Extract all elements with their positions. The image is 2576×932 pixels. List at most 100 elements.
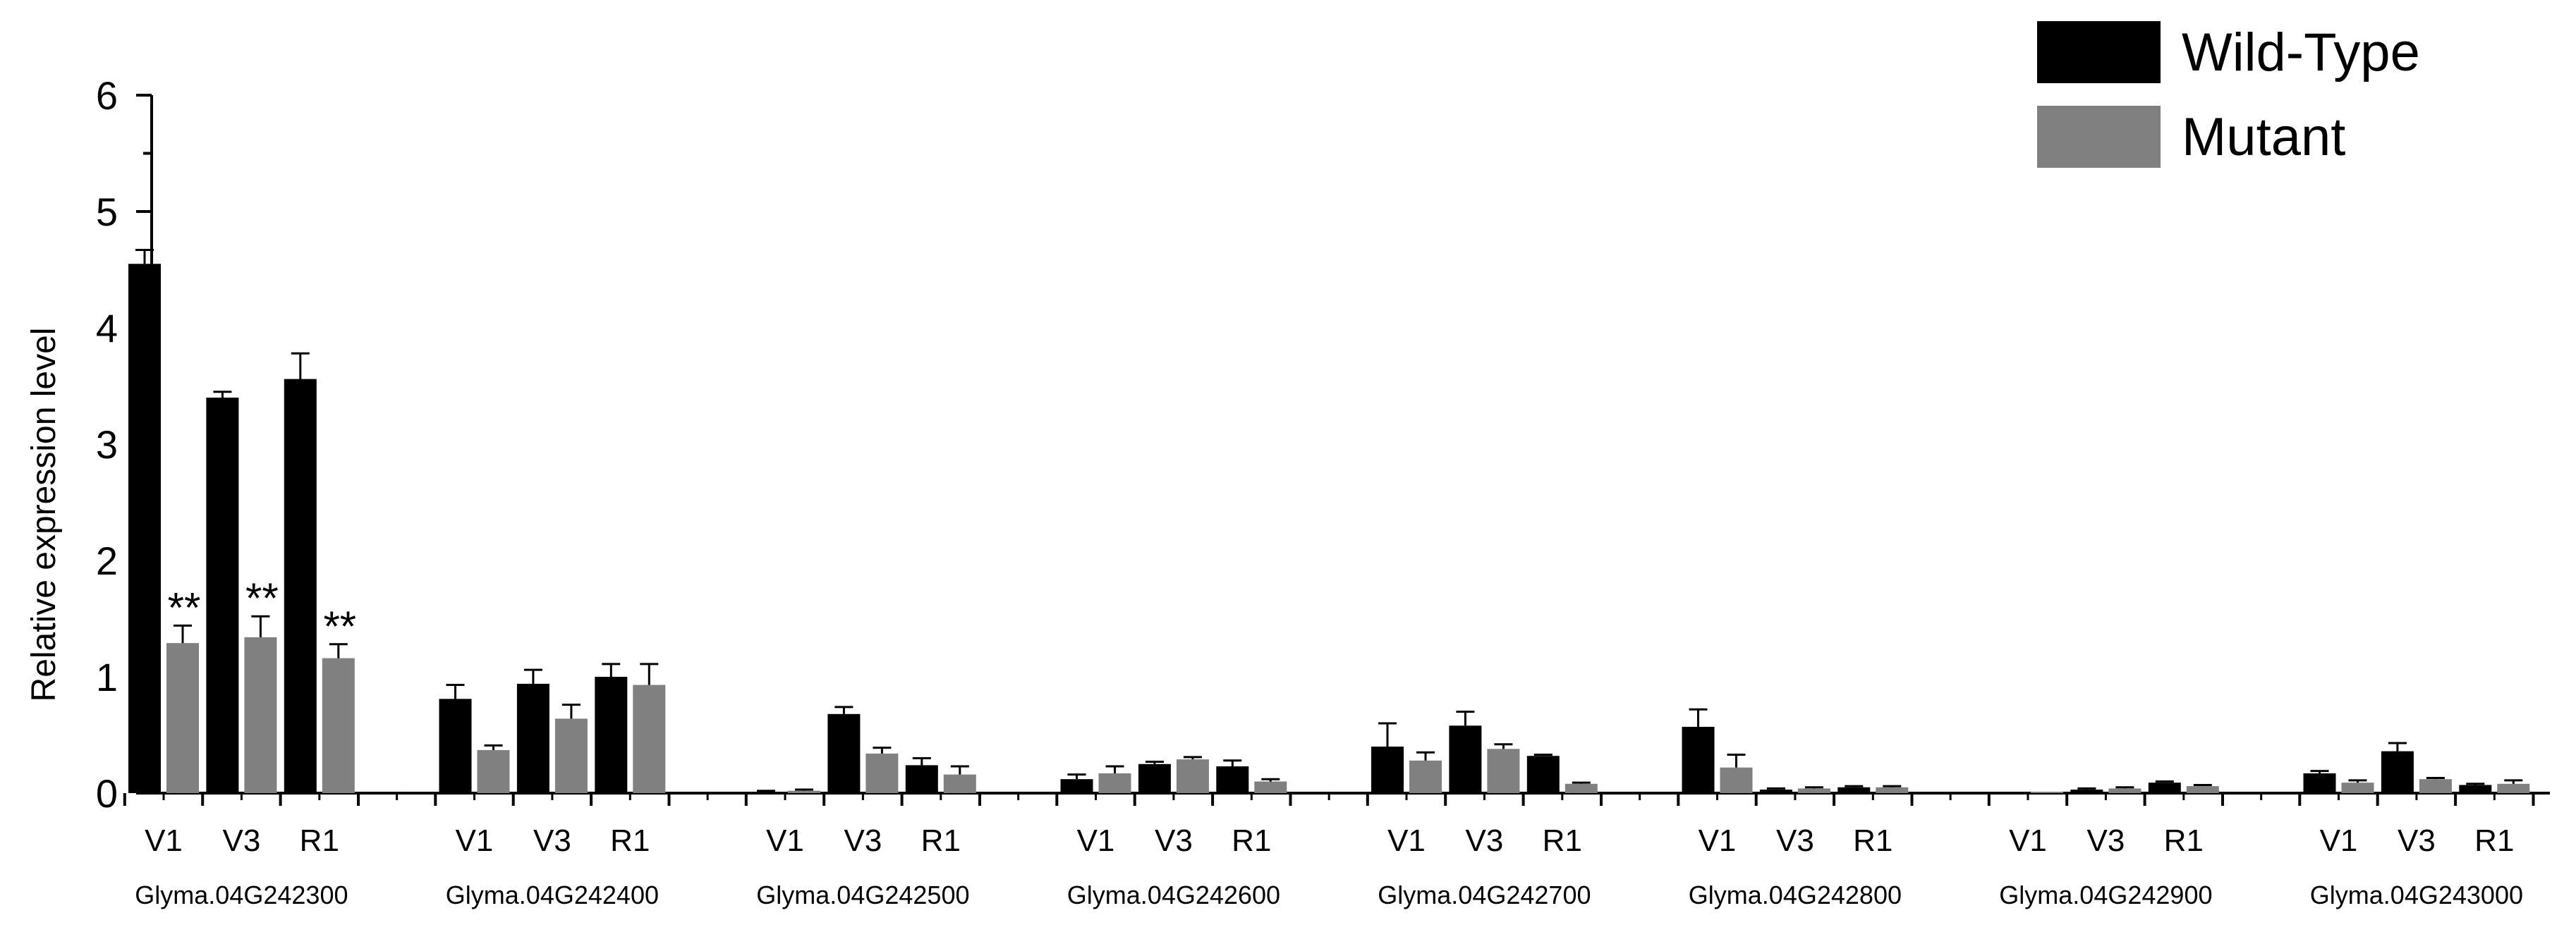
bar-mutant bbox=[2419, 779, 2452, 793]
stage-label: V1 bbox=[1699, 823, 1737, 858]
bar-wild-type bbox=[1759, 790, 1792, 793]
stage-label: V1 bbox=[2009, 823, 2047, 858]
stage-label: R1 bbox=[2164, 823, 2204, 858]
significance-marker: ** bbox=[245, 575, 279, 622]
bar-wild-type bbox=[827, 713, 861, 793]
bar-mutant bbox=[1876, 787, 1909, 793]
stage-label: V3 bbox=[1465, 823, 1503, 858]
y-tick-label: 4 bbox=[96, 306, 118, 350]
bar-mutant bbox=[943, 774, 976, 793]
category-labels: V1 V3 R1 Glyma.04G242300 V1 V3 R1 Glyma.04G2424… bbox=[135, 823, 2523, 909]
y-tick-label: 3 bbox=[96, 422, 118, 467]
bar-mutant bbox=[788, 790, 820, 793]
stage-label: V3 bbox=[844, 823, 882, 858]
bar-wild-type bbox=[1682, 726, 1715, 793]
gene-label: Glyma.04G242500 bbox=[756, 881, 969, 909]
stage-label: V1 bbox=[1077, 823, 1115, 858]
bar-wild-type bbox=[1216, 766, 1249, 793]
bar-wild-type bbox=[595, 677, 628, 793]
significance-marker: ** bbox=[323, 603, 356, 650]
gene-label: Glyma.04G243000 bbox=[2310, 881, 2523, 909]
stage-label: V3 bbox=[2086, 823, 2125, 858]
bar-wild-type bbox=[2148, 783, 2181, 793]
axes: Relative expression level bbox=[25, 95, 2550, 795]
bar-mutant bbox=[244, 637, 277, 793]
bar-wild-type bbox=[128, 264, 161, 793]
y-axis-label: Relative expression level bbox=[25, 328, 63, 702]
bar-wild-type bbox=[1837, 787, 1871, 793]
bar-mutant bbox=[554, 718, 588, 793]
bar-mutant bbox=[322, 658, 355, 793]
stage-label: R1 bbox=[921, 823, 961, 858]
stage-label: V1 bbox=[145, 823, 183, 858]
bar-wild-type bbox=[1993, 792, 2025, 793]
bar-wild-type bbox=[2070, 790, 2103, 793]
bars bbox=[128, 264, 2530, 793]
bar-mutant bbox=[1565, 783, 1598, 793]
legend-label-wild-type: Wild-Type bbox=[2182, 23, 2420, 82]
legend-swatch-mutant bbox=[2037, 106, 2161, 168]
gene-label: Glyma.04G242300 bbox=[135, 881, 348, 909]
bar-wild-type bbox=[439, 699, 472, 793]
stage-label: V3 bbox=[2398, 823, 2436, 858]
bar-mutant bbox=[1098, 773, 1131, 793]
gene-label: Glyma.04G242700 bbox=[1378, 881, 1591, 909]
bar-wild-type bbox=[2459, 785, 2492, 793]
bar-wild-type bbox=[2381, 751, 2414, 793]
bar-wild-type bbox=[1449, 725, 1482, 793]
gene-label: Glyma.04G242800 bbox=[1689, 881, 1902, 909]
stage-label: V1 bbox=[456, 823, 494, 858]
stage-label: V1 bbox=[766, 823, 804, 858]
legend-label-mutant: Mutant bbox=[2182, 107, 2345, 167]
error-bars bbox=[135, 248, 2523, 792]
bar-mutant bbox=[633, 685, 666, 793]
bar-wild-type bbox=[750, 792, 782, 793]
bar-mutant bbox=[2108, 788, 2141, 793]
significance-marker: ** bbox=[168, 584, 201, 631]
bar-wild-type bbox=[284, 379, 317, 793]
bar-wild-type bbox=[1138, 764, 1171, 793]
y-tick-label: 0 bbox=[96, 771, 118, 816]
gene-label: Glyma.04G242400 bbox=[446, 881, 659, 909]
bar-wild-type bbox=[2303, 773, 2336, 793]
y-tick-label: 5 bbox=[96, 190, 118, 234]
stage-label: V3 bbox=[222, 823, 260, 858]
bar-wild-type bbox=[905, 765, 938, 793]
stage-label: R1 bbox=[2474, 823, 2514, 858]
bar-mutant bbox=[1254, 781, 1287, 793]
bar-mutant bbox=[2186, 786, 2219, 793]
bar-mutant bbox=[865, 753, 899, 793]
stage-label: R1 bbox=[300, 823, 339, 858]
bar-mutant bbox=[1176, 759, 1209, 793]
bar-wild-type bbox=[1371, 747, 1404, 793]
stage-label: V1 bbox=[1387, 823, 1426, 858]
y-tick-label: 6 bbox=[96, 73, 118, 118]
bar-mutant bbox=[2031, 792, 2063, 793]
bar-mutant bbox=[1797, 788, 1830, 793]
stage-label: V3 bbox=[533, 823, 571, 858]
bar-mutant bbox=[1720, 767, 1753, 793]
stage-label: V3 bbox=[1776, 823, 1814, 858]
stage-label: R1 bbox=[610, 823, 650, 858]
bar-mutant bbox=[1487, 749, 1520, 793]
stage-label: R1 bbox=[1543, 823, 1582, 858]
stage-label: V1 bbox=[2320, 823, 2358, 858]
bar-mutant bbox=[2497, 783, 2530, 793]
legend-swatch-wild-type bbox=[2037, 21, 2161, 83]
bar-mutant bbox=[166, 643, 199, 793]
bar-mutant bbox=[2341, 783, 2374, 793]
gene-label: Glyma.04G242600 bbox=[1067, 881, 1280, 909]
y-tick-label: 2 bbox=[96, 539, 118, 583]
y-tick-label: 1 bbox=[96, 655, 118, 699]
bar-mutant bbox=[477, 749, 510, 793]
bar-mutant bbox=[1409, 760, 1442, 793]
bar-wild-type bbox=[206, 398, 239, 793]
bar-wild-type bbox=[1526, 756, 1560, 793]
gene-label: Glyma.04G242900 bbox=[1999, 881, 2212, 909]
x-ticks bbox=[123, 793, 2535, 806]
stage-label: V3 bbox=[1155, 823, 1193, 858]
legend: Wild-Type Mutant bbox=[2037, 21, 2420, 168]
significance-annotations: ** ** ** bbox=[168, 575, 357, 650]
